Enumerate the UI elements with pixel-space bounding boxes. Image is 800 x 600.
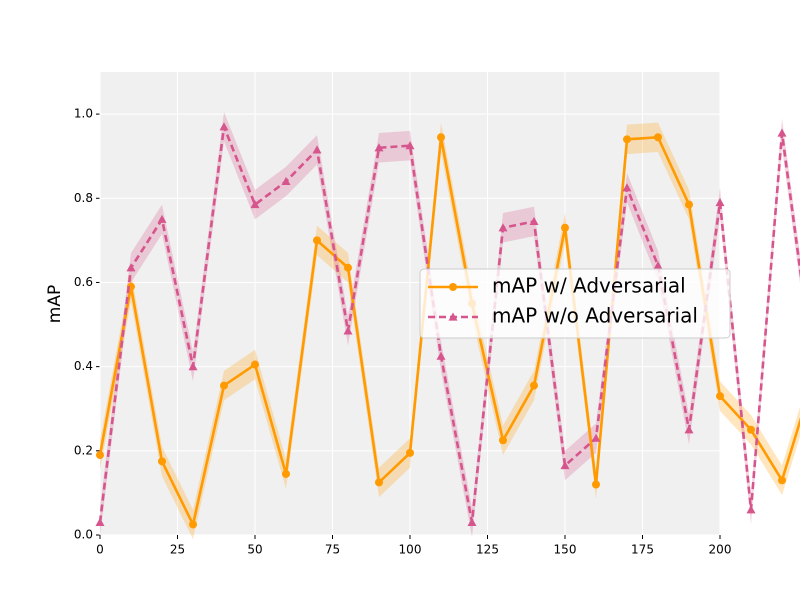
marker [219, 122, 229, 131]
marker [126, 263, 136, 272]
x-tick-label: 125 [476, 543, 499, 557]
marker [405, 141, 415, 150]
marker [436, 351, 446, 360]
marker [374, 143, 384, 152]
marker [157, 214, 167, 223]
marker [313, 236, 321, 245]
marker [281, 176, 291, 186]
marker [498, 223, 508, 232]
marker [344, 263, 352, 272]
y-tick-label: 0.4 [74, 359, 93, 373]
marker [188, 362, 198, 371]
marker [560, 461, 570, 470]
marker [623, 135, 631, 144]
marker [778, 476, 786, 485]
x-tick-label: 75 [325, 543, 340, 557]
marker [250, 200, 260, 209]
marker [220, 381, 228, 390]
marker [189, 520, 197, 529]
x-tick-label: 150 [554, 543, 577, 557]
marker [158, 457, 166, 466]
y-tick-label: 0.6 [74, 275, 93, 289]
marker [653, 261, 663, 270]
marker [95, 517, 105, 526]
y-tick-label: 0.8 [74, 191, 93, 205]
x-tick-label: 50 [247, 543, 262, 557]
marker [499, 436, 507, 445]
x-tick-label: 175 [631, 543, 654, 557]
x-tick-label: 0 [96, 543, 104, 557]
marker [591, 433, 601, 442]
marker [685, 200, 693, 209]
marker [437, 133, 445, 142]
y-axis-label: mAP [45, 285, 65, 323]
marker [375, 478, 383, 487]
marker [251, 360, 259, 369]
marker [654, 133, 662, 142]
marker [343, 326, 353, 335]
y-tick-label: 0.2 [74, 443, 93, 457]
marker [282, 469, 290, 478]
y-tick-label: 1.0 [74, 107, 93, 121]
marker [449, 283, 457, 291]
series-line [98, 135, 800, 526]
x-tick-label: 100 [399, 543, 422, 557]
marker [96, 451, 104, 460]
marker [561, 223, 569, 232]
legend-label: mAP w/ Adversarial [492, 274, 686, 298]
marker [777, 128, 787, 137]
marker [312, 145, 322, 154]
legend-label: mAP w/o Adversarial [492, 304, 698, 328]
marker [747, 425, 755, 434]
series-line [98, 125, 800, 524]
marker [406, 448, 414, 457]
marker [529, 216, 539, 226]
error-band [100, 111, 800, 538]
marker [716, 392, 724, 401]
marker [448, 312, 458, 321]
legend-box [419, 268, 731, 339]
marker [592, 480, 600, 489]
y-tick-label: 0.0 [74, 528, 93, 542]
marker [530, 381, 538, 390]
marker [715, 197, 725, 207]
marker [622, 183, 632, 192]
marker [746, 505, 756, 514]
marker [684, 425, 694, 434]
legend: mAP w/ Adversarial mAP w/o Adversarial [419, 268, 731, 339]
marker [467, 517, 477, 526]
x-tick-label: 200 [709, 543, 732, 557]
x-tick-label: 25 [170, 543, 185, 557]
